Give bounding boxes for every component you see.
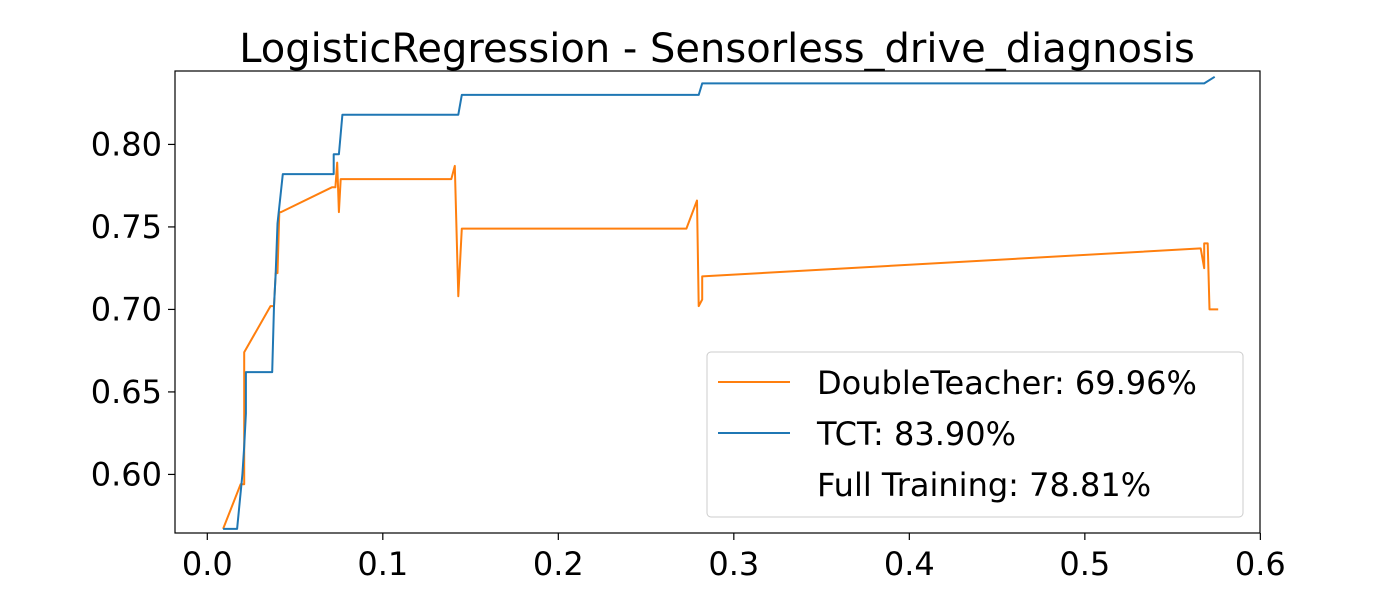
y-tick-label: 0.70 <box>91 290 162 328</box>
x-tick-label: 0.6 <box>1235 545 1286 583</box>
y-tick-label: 0.80 <box>91 125 162 163</box>
x-tick-label: 0.4 <box>884 545 935 583</box>
legend-label: DoubleTeacher: 69.96% <box>817 364 1197 402</box>
legend: DoubleTeacher: 69.96% TCT: 83.90% Full Tra… <box>706 351 1244 518</box>
plot-frame <box>174 70 1261 534</box>
y-tick-label: 0.75 <box>91 208 162 246</box>
x-tick-label: 0.5 <box>1059 545 1110 583</box>
legend-label: TCT: 83.90% <box>816 415 1016 453</box>
legend-label: Full Training: 78.81% <box>817 466 1151 504</box>
x-tick-label: 0.0 <box>182 545 233 583</box>
y-tick-label: 0.60 <box>91 455 162 493</box>
chart-title: LogisticRegression - Sensorless_drive_di… <box>239 26 1195 72</box>
x-axis: 0.0 0.1 0.2 0.3 0.4 0.5 0.6 <box>182 533 1286 583</box>
x-tick-label: 0.3 <box>708 545 759 583</box>
plot-area <box>222 75 1219 530</box>
y-axis: 0.60 0.65 0.70 0.75 0.80 <box>91 125 175 493</box>
series-line-tct <box>223 75 1216 530</box>
x-tick-label: 0.1 <box>357 545 408 583</box>
x-tick-label: 0.2 <box>533 545 584 583</box>
y-tick-label: 0.65 <box>91 373 162 411</box>
legend-box <box>706 351 1244 518</box>
